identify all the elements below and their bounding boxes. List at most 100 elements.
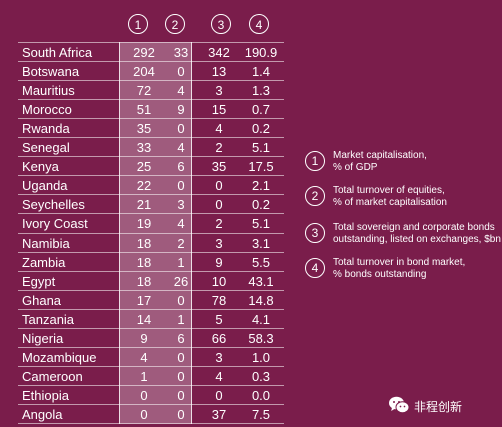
value-cell-col3: 0 [215, 387, 223, 403]
value-cell-col4: 17.5 [248, 159, 274, 175]
value-cell-col4: 58.3 [248, 330, 274, 346]
country-name: Zambia [22, 254, 66, 270]
value-cell-col4: 190.9 [244, 45, 278, 60]
value-cell-col4: 43.1 [248, 273, 274, 289]
legend-number-3: 3 [305, 223, 325, 243]
row-divider [18, 327, 284, 329]
value-cell-col3: 13 [211, 64, 227, 80]
row-divider [18, 175, 284, 177]
value-cell-col4: 1.3 [251, 83, 271, 99]
legend-number-1: 1 [305, 151, 325, 171]
country-name: Angola [22, 406, 63, 422]
table-row: Nigeria 9 6 66 58.3 [18, 329, 284, 348]
value-cell-col2: 6 [177, 330, 185, 346]
table-row: Cameroon 1 0 4 0.3 [18, 367, 284, 386]
legend-text-4b: % bonds outstanding [333, 269, 427, 280]
row-divider [18, 137, 284, 139]
value-cell-col3: 342 [208, 45, 230, 60]
value-cell-col2: 1 [177, 254, 185, 270]
value-cell-col1: 4 [140, 349, 148, 365]
value-cell-col1: 35 [136, 121, 152, 137]
country-name: Morocco [22, 102, 72, 118]
value-cell-col1: 9 [140, 330, 148, 346]
country-name: Seychelles [22, 197, 85, 213]
country-name: Namibia [22, 235, 70, 251]
value-cell-col2: 4 [177, 83, 185, 99]
value-cell-col3: 2 [215, 216, 223, 232]
table-row: Mozambique 4 0 3 1.0 [18, 348, 284, 367]
legend-text-3a: Total sovereign and corporate bonds [333, 222, 495, 233]
row-divider [18, 80, 284, 82]
column-header-4: 4 [249, 14, 269, 34]
value-cell-col3: 0 [215, 178, 223, 194]
value-cell-col3: 5 [215, 311, 223, 327]
row-divider [18, 118, 284, 120]
country-name: Mozambique [22, 349, 97, 365]
row-divider [18, 232, 284, 234]
row-divider [18, 308, 284, 310]
wechat-icon [389, 396, 410, 414]
value-cell-col1: 22 [136, 178, 152, 194]
table-row: Senegal 33 4 2 5.1 [18, 138, 284, 157]
table-row: Tanzania 14 1 5 4.1 [18, 310, 284, 329]
row-divider [18, 194, 284, 196]
value-cell-col2: 0 [177, 368, 185, 384]
table-row: Ivory Coast 19 4 2 5.1 [18, 214, 284, 233]
country-name: Egypt [22, 273, 56, 289]
value-cell-col2: 6 [177, 159, 185, 175]
value-cell-col2: 0 [177, 178, 185, 194]
value-cell-col3: 0 [215, 197, 223, 213]
value-cell-col4: 1.4 [251, 64, 271, 80]
value-cell-col2: 1 [177, 311, 185, 327]
value-cell-col1: 21 [136, 197, 152, 213]
value-cell-col3: 15 [211, 102, 227, 118]
value-cell-col1: 17 [136, 292, 152, 308]
value-cell-col4: 1.0 [251, 349, 271, 365]
value-cell-col3: 3 [215, 349, 223, 365]
value-cell-col2: 0 [177, 349, 185, 365]
value-cell-col3: 3 [215, 83, 223, 99]
value-cell-col3: 2 [215, 140, 223, 156]
table-row: Egypt 18 26 10 43.1 [18, 272, 284, 291]
value-cell-col2: 0 [177, 292, 185, 308]
value-cell-col2: 0 [177, 406, 185, 422]
row-divider [18, 384, 284, 386]
value-cell-col2: 2 [177, 235, 185, 251]
row-divider [18, 346, 284, 348]
country-name: Senegal [22, 140, 70, 156]
value-cell-col1: 51 [136, 102, 152, 118]
table-row: Ghana 17 0 78 14.8 [18, 291, 284, 310]
value-cell-col2: 0 [177, 64, 185, 80]
value-cell-col2: 26 [173, 273, 189, 289]
value-cell-col1: 18 [136, 273, 152, 289]
value-cell-col3: 10 [211, 273, 227, 289]
value-cell-col1: 72 [136, 83, 152, 99]
legend-text-1b: % of GDP [333, 162, 378, 173]
value-cell-col1: 0 [140, 406, 148, 422]
data-table: 1 2 3 4 South Africa 292 33 342 190.9 Botswan… [18, 14, 284, 424]
value-cell-col3: 35 [211, 159, 227, 175]
value-cell-col3: 78 [211, 292, 227, 308]
value-cell-col2: 9 [177, 102, 185, 118]
value-cell-col2: 0 [177, 387, 185, 403]
value-cell-col4: 14.8 [248, 292, 274, 308]
value-cell-col2: 0 [177, 121, 185, 137]
country-name: South Africa [22, 45, 93, 60]
value-cell-col3: 37 [211, 406, 227, 422]
country-name: Uganda [22, 178, 68, 194]
column-header-2: 2 [165, 14, 185, 34]
table-row: Rwanda 35 0 4 0.2 [18, 119, 284, 138]
value-cell-col1: 1 [140, 368, 148, 384]
row-divider [18, 403, 284, 405]
value-cell-col1: 18 [136, 235, 152, 251]
column-header-1: 1 [128, 14, 148, 34]
value-cell-col4: 5.5 [251, 254, 271, 270]
country-name: Ethiopia [22, 387, 69, 403]
row-divider [18, 270, 284, 272]
value-cell-col4: 4.1 [251, 311, 271, 327]
value-cell-col1: 292 [133, 45, 155, 60]
country-name: Nigeria [22, 330, 64, 346]
value-cell-col4: 3.1 [251, 235, 271, 251]
table-row: Namibia 18 2 3 3.1 [18, 234, 284, 253]
value-cell-col1: 0 [140, 387, 148, 403]
